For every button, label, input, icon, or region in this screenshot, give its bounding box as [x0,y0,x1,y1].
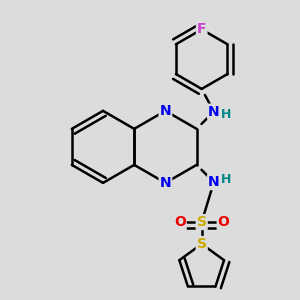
Text: H: H [220,108,231,121]
Text: N: N [208,105,220,118]
Text: N: N [160,176,171,190]
Text: N: N [160,104,171,118]
Text: O: O [174,215,186,229]
Text: S: S [197,237,207,251]
Text: H: H [220,173,231,186]
Text: N: N [208,175,220,189]
Text: O: O [218,215,230,229]
Text: S: S [197,215,207,229]
Text: F: F [197,22,206,36]
